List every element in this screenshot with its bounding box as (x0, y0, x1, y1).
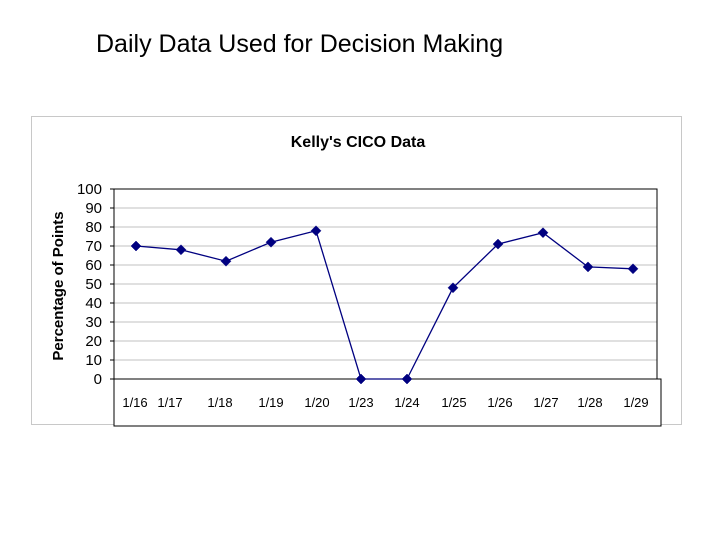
y-tick-label: 80 (85, 219, 102, 236)
x-tick-label: 1/24 (394, 395, 419, 410)
data-point-marker (627, 263, 639, 275)
data-point-marker (220, 255, 232, 267)
x-tick-label: 1/23 (348, 395, 373, 410)
y-tick-label: 40 (85, 295, 102, 312)
y-tick-labels: 0 10 20 30 40 50 60 70 80 90 100 (77, 181, 102, 388)
y-tick-label: 0 (94, 371, 102, 388)
data-point-marker (310, 225, 322, 237)
x-tick-labels: 1/16 1/17 1/18 1/19 1/20 1/23 1/24 1/25 1/26 1/27… (122, 395, 648, 410)
series-line (135, 230, 634, 380)
y-tick-label: 20 (85, 333, 102, 350)
x-tick-label: 1/19 (258, 395, 283, 410)
slide-title: Daily Data Used for Decision Making (96, 30, 504, 58)
x-tick-label: 1/28 (577, 395, 602, 410)
x-tick-label: 1/17 (157, 395, 182, 410)
x-tick-label: 1/20 (304, 395, 329, 410)
chart-title: Kelly's CICO Data (291, 134, 426, 151)
y-tick-label: 10 (85, 352, 102, 369)
x-tick-label: 1/18 (207, 395, 232, 410)
series-kelly-cico (130, 225, 639, 385)
data-point-marker (355, 373, 367, 385)
data-point-marker (582, 261, 594, 273)
x-tick-label: 1/29 (623, 395, 648, 410)
data-point-marker (537, 227, 549, 239)
chart-frame (31, 116, 682, 425)
x-tick-label: 1/16 (122, 395, 147, 410)
data-point-marker (447, 282, 459, 294)
y-axis-label: Percentage of Points (50, 211, 67, 360)
y-tick-label: 70 (85, 238, 102, 255)
data-point-marker (265, 236, 277, 248)
y-tick-label: 90 (85, 200, 102, 217)
x-tick-label: 1/27 (533, 395, 558, 410)
x-tick-label: 1/25 (441, 395, 466, 410)
y-tick-label: 60 (85, 257, 102, 274)
x-tick-label: 1/26 (487, 395, 512, 410)
data-point-marker (492, 238, 504, 250)
data-point-marker (130, 240, 142, 252)
gridlines (114, 188, 657, 361)
y-tick-label: 100 (77, 181, 102, 198)
y-tick-label: 50 (85, 276, 102, 293)
data-point-marker (175, 244, 187, 256)
data-point-marker (401, 373, 413, 385)
y-tick-label: 30 (85, 314, 102, 331)
